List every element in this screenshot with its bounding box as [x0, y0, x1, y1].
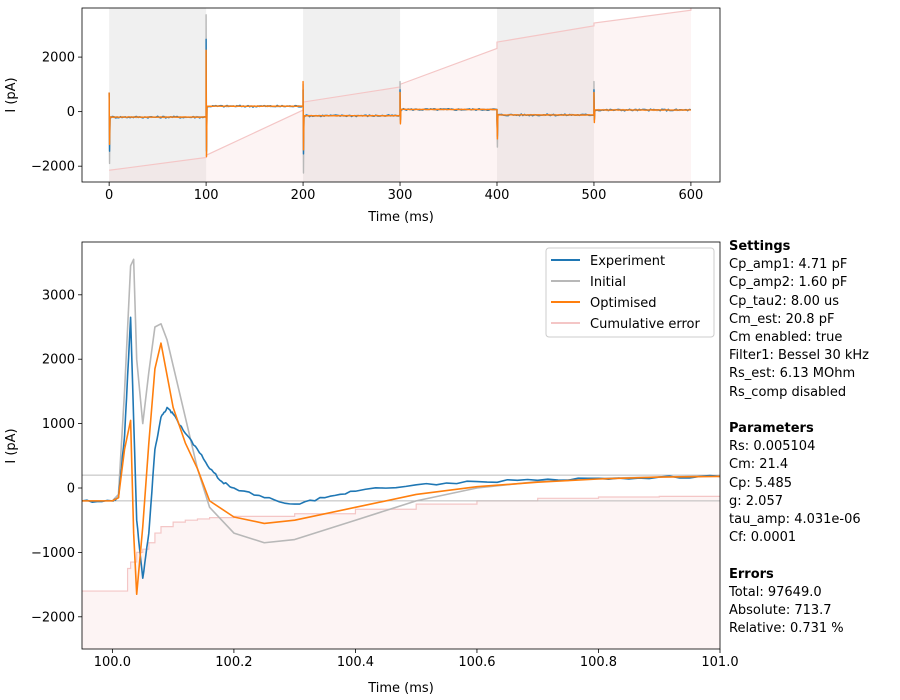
shaded-interval	[109, 8, 207, 182]
legend-label-cumulative-error: Cumulative error	[590, 317, 700, 332]
top-x-tick-label: 100	[194, 188, 219, 203]
top-x-ticks: 0 100 200 300 400 500 600	[105, 182, 703, 203]
top-y-tick-label: 2000	[42, 51, 75, 66]
top-y-ticks: −2000 0 2000	[31, 51, 82, 175]
legend-box	[545, 247, 715, 338]
top-series	[108, 8, 692, 182]
settings-line: Filter1: Bessel 30 kHz	[729, 348, 869, 364]
bottom-axes-frame	[81, 241, 721, 650]
bottom-y-tick-label: −2000	[31, 610, 75, 625]
bottom-y-axis-label: I (pA)	[4, 428, 19, 463]
legend-label-experiment: Experiment	[590, 254, 665, 269]
parameter-line: tau_amp: 4.031e-06	[729, 512, 861, 528]
settings-line: Cm_est: 20.8 pF	[729, 311, 835, 327]
top-y-axis-label: I (pA)	[4, 77, 19, 112]
top-x-tick-label: 500	[582, 188, 607, 203]
top-x-tick-label: 600	[678, 188, 703, 203]
settings-line: Cp_amp2: 1.60 pF	[729, 275, 848, 291]
settings-line: Rs_est: 6.13 MOhm	[729, 366, 856, 382]
settings-line: Cp_amp1: 4.71 pF	[729, 257, 848, 273]
error-line: Relative: 0.731 %	[729, 621, 844, 637]
top-y-tick-label: −2000	[31, 160, 75, 175]
legend-label-optimised: Optimised	[590, 296, 657, 311]
parameter-line: Rs: 0.005104	[729, 439, 816, 455]
legend-label-initial: Initial	[590, 275, 626, 290]
top-x-tick-label: 400	[485, 188, 510, 203]
error-line: Total: 97649.0	[729, 584, 822, 600]
settings-line: Cm enabled: true	[729, 330, 843, 346]
bottom-x-tick-label: 100.0	[94, 655, 131, 670]
bottom-series-experiment	[82, 316, 720, 579]
top-x-tick-label: 300	[388, 188, 413, 203]
parameters-heading: Parameters	[729, 421, 814, 437]
top-chart: 0 100 200 300 400 500 600 −2000 0 2000 Time (ms)…	[4, 7, 721, 225]
settings-line: Cp_tau2: 8.00 us	[729, 293, 840, 309]
bottom-x-tick-label: 100.8	[580, 655, 617, 670]
bottom-error-fill	[82, 495, 720, 649]
bottom-series-optimised	[82, 342, 720, 596]
bottom-y-tick-label: 3000	[42, 288, 75, 303]
bottom-x-ticks: 100.0 100.2 100.4 100.6 100.8 101.0	[94, 649, 739, 670]
settings-line: Rs_comp disabled	[729, 384, 847, 400]
parameter-line: Cp: 5.485	[729, 475, 793, 491]
bottom-y-tick-label: −1000	[31, 546, 75, 561]
error-line: Absolute: 713.7	[729, 603, 832, 619]
info-panel: Settings Cp_amp1: 4.71 pF Cp_amp2: 1.60 …	[729, 238, 897, 638]
legend: Experiment Initial Optimised Cumulative …	[545, 247, 715, 338]
bottom-x-tick-label: 100.4	[337, 655, 374, 670]
top-series-optimised	[108, 49, 691, 158]
bottom-series-initial	[82, 258, 720, 544]
bottom-chart: 100.0 100.2 100.4 100.6 100.8 101.0 −2000 −100…	[4, 241, 739, 696]
parameter-line: Cf: 0.0001	[729, 530, 797, 546]
bottom-reference-lines	[82, 474, 720, 502]
bottom-x-tick-label: 100.2	[215, 655, 252, 670]
bottom-x-tick-label: 100.6	[458, 655, 495, 670]
top-x-tick-label: 0	[105, 188, 113, 203]
top-x-tick-label: 200	[291, 188, 316, 203]
bottom-y-tick-label: 2000	[42, 353, 75, 368]
shaded-interval	[496, 8, 594, 182]
bottom-x-tick-label: 101.0	[701, 655, 738, 670]
parameter-line: Cm: 21.4	[729, 457, 789, 473]
bottom-series	[82, 258, 720, 596]
bottom-y-tick-label: 0	[67, 482, 75, 497]
bottom-x-axis-label: Time (ms)	[367, 681, 434, 696]
settings-heading: Settings	[729, 239, 791, 254]
errors-heading: Errors	[729, 566, 774, 582]
top-y-tick-label: 0	[67, 105, 75, 120]
bottom-y-ticks: −2000 −1000 0 1000 2000 3000	[31, 288, 82, 625]
parameter-line: g: 2.057	[729, 493, 783, 509]
bottom-y-tick-label: 1000	[42, 417, 75, 432]
bottom-cumulative-error-fill	[82, 495, 720, 649]
top-axes-frame	[81, 7, 721, 183]
top-x-axis-label: Time (ms)	[367, 210, 434, 225]
